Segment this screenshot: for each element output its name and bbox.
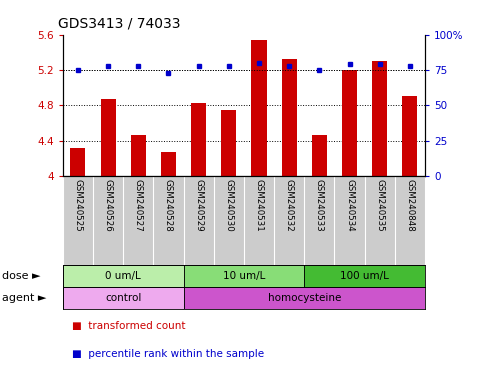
Bar [282, 59, 297, 176]
Text: GSM240528: GSM240528 [164, 179, 173, 231]
Bar [191, 103, 206, 176]
Text: GDS3413 / 74033: GDS3413 / 74033 [58, 17, 181, 31]
Text: GSM240530: GSM240530 [224, 179, 233, 231]
Text: 10 um/L: 10 um/L [223, 271, 265, 281]
Text: GSM240534: GSM240534 [345, 179, 354, 231]
Bar [221, 110, 236, 176]
Bar [63, 287, 184, 309]
Bar [161, 152, 176, 176]
Text: GSM240533: GSM240533 [315, 179, 324, 231]
Bar [304, 265, 425, 287]
Text: agent ►: agent ► [2, 293, 47, 303]
Text: ■  percentile rank within the sample: ■ percentile rank within the sample [72, 349, 265, 359]
Bar [100, 99, 115, 176]
Bar [131, 135, 146, 176]
Text: homocysteine: homocysteine [268, 293, 341, 303]
Text: GSM240848: GSM240848 [405, 179, 414, 231]
Bar [252, 40, 267, 176]
Text: ■  transformed count: ■ transformed count [72, 321, 186, 331]
Bar [312, 135, 327, 176]
Text: dose ►: dose ► [2, 271, 41, 281]
Bar [372, 61, 387, 176]
Text: 0 um/L: 0 um/L [105, 271, 141, 281]
Text: control: control [105, 293, 142, 303]
Bar [402, 96, 417, 176]
Bar [342, 70, 357, 176]
Text: 100 um/L: 100 um/L [340, 271, 389, 281]
Bar [184, 265, 304, 287]
Bar [63, 265, 184, 287]
Text: GSM240529: GSM240529 [194, 179, 203, 231]
Text: GSM240526: GSM240526 [103, 179, 113, 231]
Text: GSM240527: GSM240527 [134, 179, 143, 231]
Bar [71, 147, 85, 176]
Text: GSM240525: GSM240525 [73, 179, 83, 231]
Text: GSM240532: GSM240532 [284, 179, 294, 231]
Text: GSM240535: GSM240535 [375, 179, 384, 231]
Bar [184, 287, 425, 309]
Text: GSM240531: GSM240531 [255, 179, 264, 231]
